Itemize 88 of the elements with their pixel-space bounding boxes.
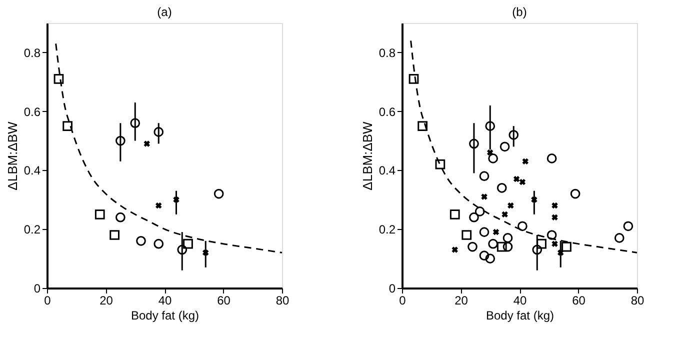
point — [488, 154, 498, 164]
x-tick-label: 0 — [399, 294, 406, 308]
point — [462, 230, 472, 240]
point — [116, 136, 126, 146]
y-tick-label: 0.8 — [378, 46, 396, 60]
point — [452, 246, 458, 253]
point — [496, 242, 507, 252]
point — [552, 202, 558, 209]
point — [552, 240, 558, 247]
x-tick-label: 20 — [454, 294, 468, 308]
point — [492, 228, 500, 236]
point — [468, 242, 478, 252]
point — [62, 121, 72, 131]
point — [552, 214, 558, 220]
point — [450, 209, 460, 220]
point — [479, 250, 490, 261]
point — [418, 121, 428, 131]
x-axis-title: Body fat (kg) — [486, 308, 554, 322]
x-tick-label: 40 — [513, 294, 527, 308]
point — [485, 254, 496, 264]
point — [623, 221, 634, 232]
y-axis-title: ΔLBM:ΔBW — [360, 120, 375, 190]
point — [130, 118, 140, 128]
y-tick-label: 0 — [34, 282, 41, 296]
point — [435, 159, 446, 170]
x-tick-label: 80 — [630, 294, 644, 308]
y-tick-label: 0.2 — [378, 222, 396, 237]
point — [508, 130, 519, 140]
point — [116, 212, 126, 222]
point — [54, 74, 64, 84]
point — [500, 142, 510, 152]
point — [154, 127, 164, 137]
x-tick-label: 60 — [217, 294, 231, 308]
x-tick-label: 40 — [158, 294, 172, 308]
point — [508, 202, 514, 209]
y-axis-title: ΔLBM:ΔBW — [4, 120, 20, 190]
point — [144, 140, 150, 147]
chart-title: (a) — [157, 5, 172, 19]
y-tick-label: 0 — [388, 282, 396, 296]
point — [502, 211, 508, 218]
point — [469, 212, 479, 222]
point — [502, 242, 513, 252]
point — [513, 176, 520, 182]
point — [488, 238, 498, 249]
point — [479, 227, 490, 237]
point — [531, 196, 538, 203]
point — [485, 121, 496, 131]
point — [136, 236, 146, 246]
point — [173, 196, 180, 203]
point — [519, 178, 526, 186]
point — [486, 149, 494, 156]
point — [562, 242, 572, 252]
point — [474, 206, 485, 216]
point — [614, 233, 624, 243]
x-tick-label: 60 — [572, 294, 586, 308]
point — [532, 244, 542, 255]
point — [546, 230, 557, 240]
x-tick-label: 80 — [276, 294, 290, 308]
point — [202, 250, 209, 256]
point — [536, 238, 546, 249]
point — [502, 233, 513, 243]
point — [557, 250, 564, 256]
point — [546, 154, 557, 164]
point — [155, 202, 162, 209]
point — [469, 138, 479, 149]
x-tick-label: 20 — [100, 294, 114, 308]
point — [496, 182, 507, 193]
point — [570, 188, 580, 199]
point — [522, 158, 529, 165]
point — [183, 238, 193, 249]
point — [110, 230, 120, 240]
x-tick-label: 0 — [44, 294, 52, 308]
y-tick-label: 0.8 — [24, 46, 41, 60]
y-tick-label: 0.4 — [378, 164, 396, 178]
point — [408, 74, 419, 84]
point — [94, 209, 105, 220]
x-axis-title: Body fat (kg) — [130, 308, 200, 322]
y-tick-label: 0.6 — [378, 104, 396, 119]
point — [214, 188, 224, 199]
y-tick-label: 0.4 — [24, 164, 41, 178]
point — [177, 244, 188, 255]
chart-title: (b) — [512, 5, 527, 19]
y-tick-label: 0.2 — [24, 222, 41, 237]
point — [518, 221, 528, 232]
y-tick-label: 0.6 — [24, 104, 41, 119]
point — [479, 171, 490, 182]
point — [154, 238, 164, 249]
point — [481, 194, 488, 200]
